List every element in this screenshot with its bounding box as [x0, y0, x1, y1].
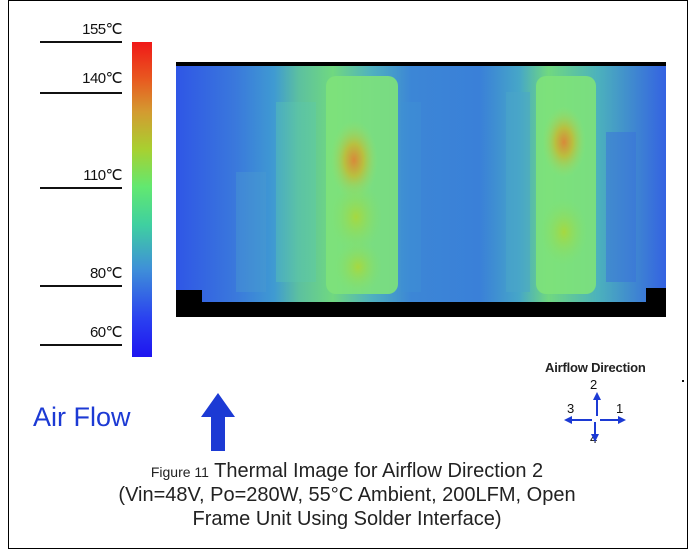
airflow-label: Air Flow: [33, 402, 131, 432]
figure-caption-line3: Frame Unit Using Solder Interface): [192, 508, 502, 530]
direction-number-3: 3: [567, 401, 575, 416]
direction-number-1: 1: [616, 401, 624, 416]
figure-frame: [8, 0, 688, 549]
thermal-image: [176, 62, 666, 317]
figure-caption-line2: (Vin=48V, Po=280W, 55°C Ambient, 200LFM,…: [118, 484, 576, 506]
compass-arrows-icon: [564, 392, 626, 442]
direction-number-2: 2: [590, 377, 598, 392]
figure-title: Thermal Image for Airflow Direction 2: [214, 460, 544, 482]
scale-label-140: 140℃: [82, 70, 122, 87]
scale-line-110: [40, 187, 122, 189]
scale-line-80: [40, 285, 122, 287]
figure-caption-line1: Figure 11 Thermal Image for Airflow Dire…: [8, 459, 686, 484]
airflow-direction-title: Airflow Direction: [545, 360, 646, 375]
scale-line-60: [40, 344, 122, 346]
edge-mark: [682, 380, 684, 382]
scale-label-60: 60℃: [89, 324, 123, 341]
temperature-colorbar: [132, 42, 152, 357]
scale-line-155: [40, 41, 122, 43]
scale-line-140: [40, 92, 122, 94]
scale-label-155: 155℃: [82, 21, 122, 38]
scale-label-80: 80℃: [89, 265, 123, 282]
scale-label-110: 110℃: [83, 167, 122, 184]
frame-top-border: [9, 0, 687, 1]
thermal-image-graphic: [176, 62, 666, 317]
direction-compass: 2 3 1 4: [558, 378, 628, 448]
airflow-arrow-icon: [201, 393, 235, 451]
figure-label: Figure 11: [150, 464, 209, 480]
